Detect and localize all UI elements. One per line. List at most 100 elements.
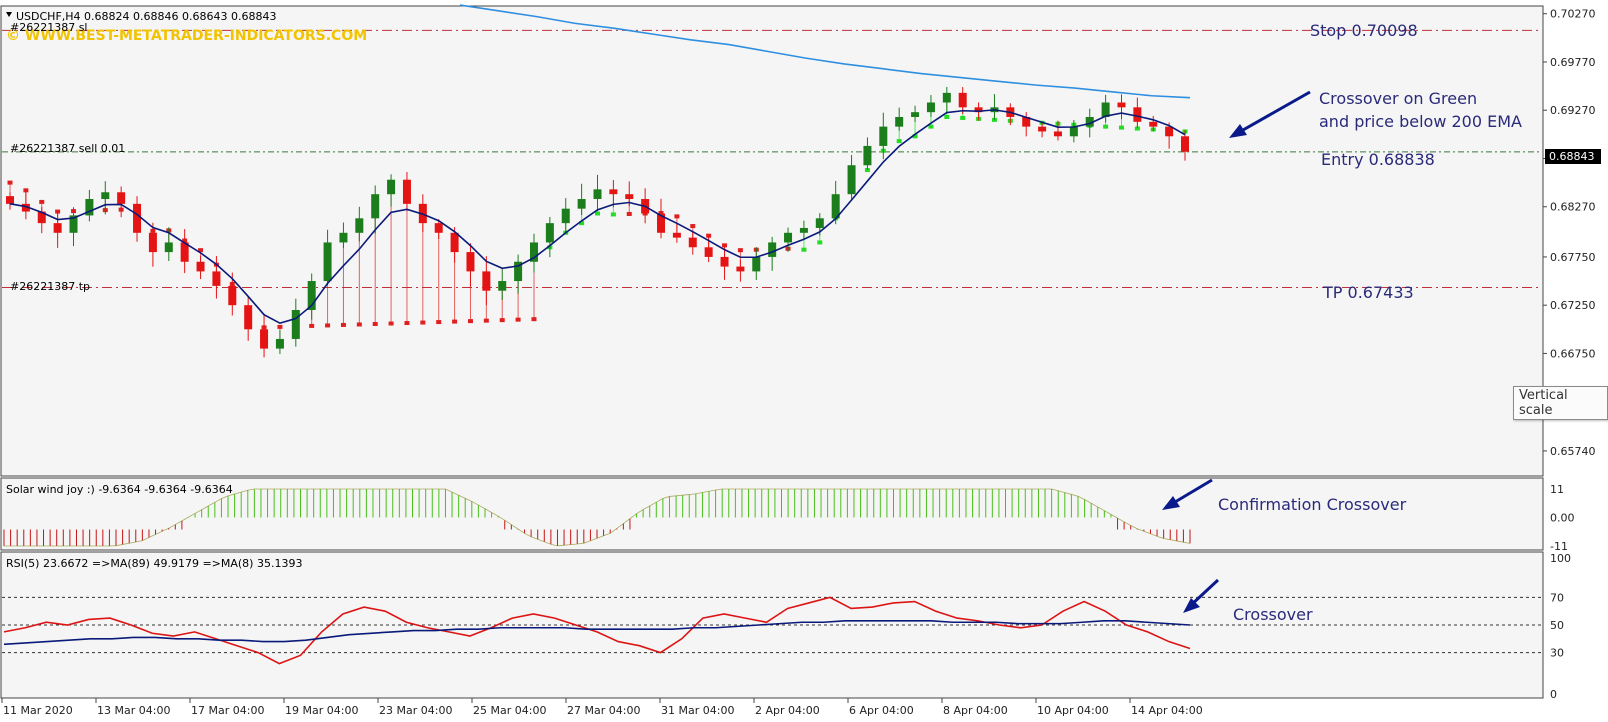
candle-body: [561, 208, 570, 224]
rsi-line: [3, 596, 1191, 665]
rsi-axis-label: 0: [1550, 688, 1557, 701]
candle-body: [974, 107, 983, 113]
candle-body: [863, 145, 872, 166]
candle-body: [799, 227, 808, 233]
candle-body: [1117, 102, 1126, 108]
solar-wind-panel[interactable]: [0, 477, 1544, 551]
solar-panel-title: Solar wind joy :) -9.6364 -9.6364 -9.636…: [6, 483, 233, 496]
candle-body: [1133, 107, 1142, 122]
time-axis-label: 8 Apr 04:00: [943, 704, 1008, 717]
current-price-label: 0.68843: [1549, 150, 1595, 163]
candle-body: [355, 218, 364, 233]
rsi-axis: 100 70 50 30 0: [1550, 552, 1571, 701]
candle-body: [85, 199, 94, 216]
time-axis-label: 13 Mar 04:00: [97, 704, 170, 717]
solar-axis-label: 11: [1550, 483, 1564, 496]
time-axis-label: 17 Mar 04:00: [191, 704, 264, 717]
candlesticks: [6, 86, 1189, 358]
time-axis-label: 27 Mar 04:00: [567, 704, 640, 717]
main-panel-title: USDCHF,H4 0.68824 0.68846 0.68643 0.6884…: [16, 10, 277, 23]
candle-body: [847, 165, 856, 195]
candle-body: [911, 112, 920, 117]
candle-body: [402, 179, 411, 204]
candle-body: [148, 232, 157, 253]
solar-axis: 11 0.00 -11: [1550, 483, 1575, 553]
candle-body: [895, 116, 904, 127]
time-axis: 11 Mar 2020 13 Mar 04:00 17 Mar 04:00 19 Ma…: [1, 698, 1203, 717]
rsi-arrow-icon: [1183, 578, 1220, 613]
candle-body: [1022, 116, 1031, 127]
price-axis-label: 0.68270: [1550, 201, 1596, 214]
price-axis-label: 0.67750: [1550, 251, 1596, 264]
rsi-lines: [2, 596, 1542, 665]
panel-menu-triangle-icon[interactable]: [6, 12, 12, 17]
solar-axis-label: -11: [1550, 540, 1568, 553]
stop-annotation: Stop 0.70098: [1310, 21, 1418, 40]
candle-body: [1149, 121, 1158, 127]
price-axis-label: 0.69770: [1550, 56, 1596, 69]
candle-body: [1181, 136, 1189, 152]
candle-body: [371, 194, 380, 219]
price-axis-label: 0.66750: [1550, 347, 1596, 360]
candle-body: [879, 126, 888, 146]
candle-body: [6, 196, 14, 204]
time-axis-label: 23 Mar 04:00: [379, 704, 452, 717]
crossover-annotation-line2: and price below 200 EMA: [1319, 112, 1522, 131]
candle-body: [514, 261, 523, 282]
candle-body: [831, 194, 840, 219]
trail-dot: [1118, 125, 1124, 130]
candle-body: [260, 329, 269, 349]
candle-body: [609, 189, 618, 195]
candle-body: [1038, 126, 1047, 132]
candle-body: [466, 252, 475, 272]
entry-annotation: Entry 0.68838: [1321, 150, 1435, 169]
candle-body: [275, 338, 284, 349]
solar-arrow-icon: [1162, 478, 1213, 510]
fast-ma-line: [9, 109, 1186, 325]
candle-body: [482, 271, 491, 291]
rsi-panel-title: RSI(5) 23.6672 =>MA(89) 49.9179 =>MA(8) …: [6, 557, 302, 570]
rsi-axis-label: 50: [1550, 619, 1564, 632]
candle-body: [387, 179, 396, 195]
candle-body: [291, 310, 300, 339]
candle-body: [1101, 102, 1110, 117]
solar-wind-histogram: [3, 488, 1191, 547]
watermark: © WWW.BEST-METATRADER-INDICATORS.COM: [6, 28, 367, 44]
confirmation-annotation: Confirmation Crossover: [1218, 495, 1407, 514]
candle-body: [212, 271, 221, 286]
price-axis-label: 0.67250: [1550, 299, 1596, 312]
candle-body: [69, 215, 78, 233]
candle-body: [53, 223, 62, 233]
candle-body: [704, 247, 713, 257]
order-sl-label: #26221387 sl: [10, 21, 88, 34]
candle-body: [1069, 126, 1078, 137]
time-axis-label: 11 Mar 2020: [3, 704, 73, 717]
candle-body: [450, 232, 459, 253]
candle-body: [672, 232, 681, 238]
candle-body: [529, 242, 538, 262]
crossover-annotation-line1: Crossover on Green: [1319, 89, 1477, 108]
candle-body: [164, 242, 173, 253]
candle-body: [593, 189, 602, 200]
fast-ma-path: [9, 109, 1186, 325]
rsi-crossover-annotation: Crossover: [1233, 605, 1313, 624]
time-axis-label: 10 Apr 04:00: [1037, 704, 1109, 717]
time-axis-label: 25 Mar 04:00: [473, 704, 546, 717]
candle-body: [926, 102, 935, 113]
candle-body: [1085, 116, 1094, 127]
order-sell-label: #26221387 sell 0.01: [10, 142, 125, 155]
candle-body: [37, 211, 46, 224]
candle-body: [1165, 126, 1174, 137]
time-axis-label: 6 Apr 04:00: [849, 704, 914, 717]
candle-body: [657, 213, 666, 233]
candle-body: [784, 232, 793, 243]
candle-body: [720, 256, 729, 267]
current-price-box: [1545, 149, 1601, 164]
rsi-axis-label: 30: [1550, 647, 1564, 660]
time-axis-label: 2 Apr 04:00: [755, 704, 820, 717]
candle-body: [958, 92, 967, 108]
price-axis-label: 0.69270: [1550, 104, 1596, 117]
candle-body: [228, 285, 237, 306]
candle-body: [196, 261, 205, 272]
candle-body: [323, 242, 332, 282]
